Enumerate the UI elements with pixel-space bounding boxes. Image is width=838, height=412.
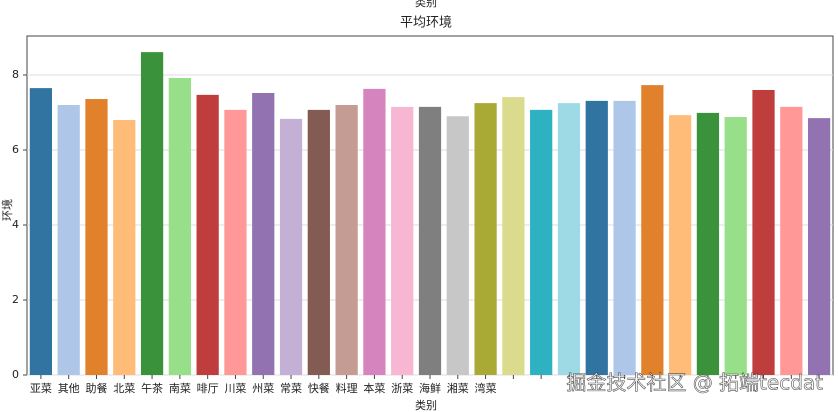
bar [57,105,80,375]
bar [502,97,525,375]
bar [613,100,636,375]
x-tick-label: 亚菜 [30,382,52,395]
x-tick-label: 湘菜 [447,381,469,395]
bar [557,103,581,375]
bar [474,103,497,375]
x-tick-label: 川菜 [224,382,246,395]
bar [530,109,553,375]
x-tick-label: 常菜 [280,382,302,395]
x-tick-label: 午茶 [141,382,163,395]
bar [29,88,53,375]
bar [252,93,275,375]
bar [752,90,775,375]
bar [391,106,414,375]
bar [696,112,720,375]
bar [196,94,219,375]
bar [418,106,442,375]
y-tick-label: 8 [12,68,19,81]
bar [446,116,469,375]
bar [140,52,164,375]
bar [279,118,303,375]
x-tick-label: 本菜 [363,381,385,395]
bar [113,120,136,375]
super-title: 类别 [415,0,437,9]
bar [363,88,386,375]
y-axis-label: 环境 [0,199,14,221]
x-axis-label: 类别 [415,398,437,412]
chart-title: 平均环境 [400,16,452,31]
bar [669,115,692,375]
bar [335,105,358,375]
bar [585,100,608,375]
y-tick-label: 4 [12,218,19,231]
bar [224,109,247,375]
bar [168,78,191,375]
y-tick-label: 2 [12,293,19,306]
bar [807,118,831,375]
x-tick-label: 料理 [336,381,358,395]
bar [641,85,664,375]
y-tick-label: 6 [12,143,19,156]
bar [724,117,747,375]
x-tick-label: 助餐 [85,381,107,395]
x-tick-label: 州菜 [252,382,274,395]
bar [85,99,108,375]
watermark: 掘金技术社区 @ 拓端tecdat [566,371,823,395]
y-tick-label: 0 [12,368,19,381]
x-tick-label: 其他 [58,382,80,395]
x-tick-label: 浙菜 [391,382,413,395]
x-tick-label: 海鲜 [419,381,441,395]
x-tick-label: 南菜 [169,382,191,395]
bar [307,109,330,375]
x-tick-label: 快餐 [308,381,330,395]
x-tick-label: 湾菜 [475,381,497,395]
bar [780,106,803,375]
x-tick-label: 北菜 [113,382,135,395]
x-tick-label: 啡厅 [197,382,219,395]
